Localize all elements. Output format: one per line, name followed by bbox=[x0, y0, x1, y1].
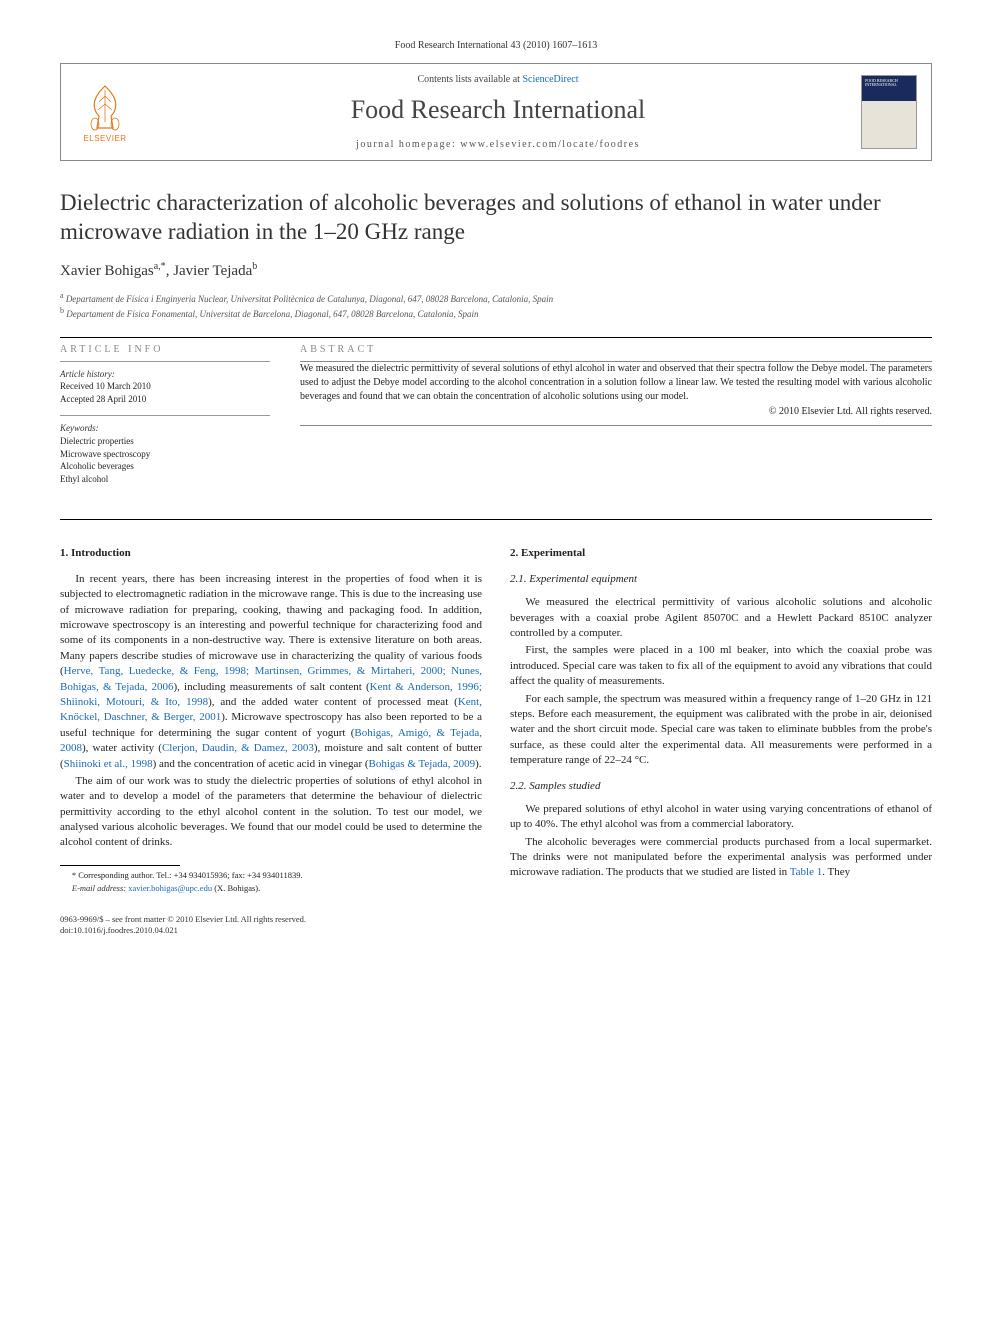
accepted-date: Accepted 28 April 2010 bbox=[60, 393, 270, 406]
article-title: Dielectric characterization of alcoholic… bbox=[60, 189, 932, 247]
keywords-label: Keywords: bbox=[60, 422, 270, 435]
corresponding-author: * Corresponding author. Tel.: +34 934015… bbox=[60, 870, 482, 881]
section-2-1-p1: We measured the electrical permittivity … bbox=[510, 595, 932, 641]
section-2-1-heading: 2.1. Experimental equipment bbox=[510, 572, 932, 587]
received-date: Received 10 March 2010 bbox=[60, 380, 270, 393]
author-1-sup: a,* bbox=[154, 261, 166, 272]
sciencedirect-link[interactable]: ScienceDirect bbox=[522, 74, 578, 85]
section-1-p2: The aim of our work was to study the die… bbox=[60, 774, 482, 851]
divider bbox=[60, 337, 932, 338]
s22p2-b: . They bbox=[822, 866, 850, 878]
keywords-block: Keywords: Dielectric properties Microwav… bbox=[60, 422, 270, 485]
keyword-4: Ethyl alcohol bbox=[60, 473, 270, 486]
divider bbox=[60, 519, 932, 520]
cover-label: FOOD RESEARCH INTERNATIONAL bbox=[865, 79, 913, 88]
author-2: Javier Tejada bbox=[173, 263, 252, 279]
s22p2-a: The alcoholic beverages were commercial … bbox=[510, 836, 932, 879]
cite-5[interactable]: Clerjon, Daudin, & Damez, 2003 bbox=[162, 742, 314, 754]
email-suffix: (X. Bohigas). bbox=[212, 883, 260, 893]
aff-a-sup: a bbox=[60, 291, 64, 300]
journal-header: ELSEVIER Contents lists available at Sci… bbox=[60, 63, 932, 161]
article-info-heading: ARTICLE INFO bbox=[60, 344, 270, 355]
section-2-1-p3: For each sample, the spectrum was measur… bbox=[510, 692, 932, 769]
history-label: Article history: bbox=[60, 368, 270, 381]
s1p1-b: ), including measurements of salt conten… bbox=[173, 681, 369, 693]
affiliation-b: b Departament de Física Fonamental, Univ… bbox=[60, 305, 932, 321]
table-1-ref[interactable]: Table 1 bbox=[790, 866, 823, 878]
s1p1-g: ) and the concentration of acetic acid i… bbox=[153, 758, 369, 770]
journal-reference: Food Research International 43 (2010) 16… bbox=[60, 40, 932, 51]
authors: Xavier Bohigasa,*, Javier Tejadab bbox=[60, 261, 932, 280]
footer-line-1: 0963-9969/$ – see front matter © 2010 El… bbox=[60, 914, 932, 925]
footnote-separator bbox=[60, 865, 180, 866]
section-2-1-p2: First, the samples were placed in a 100 … bbox=[510, 643, 932, 689]
abstract-copyright: © 2010 Elsevier Ltd. All rights reserved… bbox=[300, 406, 932, 417]
section-2-2-heading: 2.2. Samples studied bbox=[510, 779, 932, 794]
article-info: ARTICLE INFO Article history: Received 1… bbox=[60, 344, 270, 496]
s1p1-a: In recent years, there has been increasi… bbox=[60, 573, 482, 677]
s1p1-h: ). bbox=[475, 758, 481, 770]
section-1-heading: 1. Introduction bbox=[60, 546, 482, 561]
abstract: ABSTRACT We measured the dielectric perm… bbox=[300, 344, 932, 496]
header-center: Contents lists available at ScienceDirec… bbox=[151, 74, 845, 150]
affiliations: a Departament de Física i Enginyeria Nuc… bbox=[60, 290, 932, 321]
elsevier-wordmark: ELSEVIER bbox=[83, 134, 126, 143]
affiliation-a: a Departament de Física i Enginyeria Nuc… bbox=[60, 290, 932, 306]
aff-a-text: Departament de Física i Enginyeria Nucle… bbox=[66, 294, 553, 304]
footer-doi: doi:10.1016/j.foodres.2010.04.021 bbox=[60, 925, 932, 936]
aff-b-text: Departament de Física Fonamental, Univer… bbox=[66, 309, 478, 319]
section-2-2-p1: We prepared solutions of ethyl alcohol i… bbox=[510, 802, 932, 833]
email-link[interactable]: xavier.bohigas@upc.edu bbox=[128, 883, 212, 893]
homepage-url: www.elsevier.com/locate/foodres bbox=[460, 139, 640, 150]
page-footer: 0963-9969/$ – see front matter © 2010 El… bbox=[60, 914, 932, 936]
homepage-label: journal homepage: bbox=[356, 139, 460, 150]
abstract-heading: ABSTRACT bbox=[300, 344, 932, 355]
aff-b-sup: b bbox=[60, 306, 64, 315]
s1p1-c: ), and the added water content of proces… bbox=[208, 696, 458, 708]
journal-homepage: journal homepage: www.elsevier.com/locat… bbox=[151, 139, 845, 150]
journal-name: Food Research International bbox=[151, 95, 845, 125]
section-2-heading: 2. Experimental bbox=[510, 546, 932, 561]
cite-7[interactable]: Bohigas & Tejada, 2009 bbox=[369, 758, 476, 770]
email-label: E-mail address: bbox=[72, 883, 128, 893]
article-history: Article history: Received 10 March 2010 … bbox=[60, 368, 270, 406]
author-2-sup: b bbox=[252, 261, 257, 272]
journal-cover-thumbnail: FOOD RESEARCH INTERNATIONAL bbox=[861, 75, 917, 149]
author-1: Xavier Bohigas bbox=[60, 263, 154, 279]
elsevier-tree-icon bbox=[83, 82, 127, 132]
s1p1-e: ), water activity ( bbox=[82, 742, 162, 754]
keyword-2: Microwave spectroscopy bbox=[60, 448, 270, 461]
keyword-3: Alcoholic beverages bbox=[60, 460, 270, 473]
elsevier-logo: ELSEVIER bbox=[75, 77, 135, 147]
abstract-text: We measured the dielectric permittivity … bbox=[300, 362, 932, 404]
section-2-2-p2: The alcoholic beverages were commercial … bbox=[510, 835, 932, 881]
cite-6[interactable]: Shiinoki et al., 1998 bbox=[64, 758, 153, 770]
keyword-1: Dielectric properties bbox=[60, 435, 270, 448]
contents-prefix: Contents lists available at bbox=[417, 74, 522, 85]
contents-available: Contents lists available at ScienceDirec… bbox=[151, 74, 845, 85]
article-body: 1. Introduction In recent years, there h… bbox=[60, 542, 932, 896]
info-abstract-row: ARTICLE INFO Article history: Received 1… bbox=[60, 344, 932, 496]
section-1-p1: In recent years, there has been increasi… bbox=[60, 572, 482, 772]
corresponding-email: E-mail address: xavier.bohigas@upc.edu (… bbox=[60, 883, 482, 894]
